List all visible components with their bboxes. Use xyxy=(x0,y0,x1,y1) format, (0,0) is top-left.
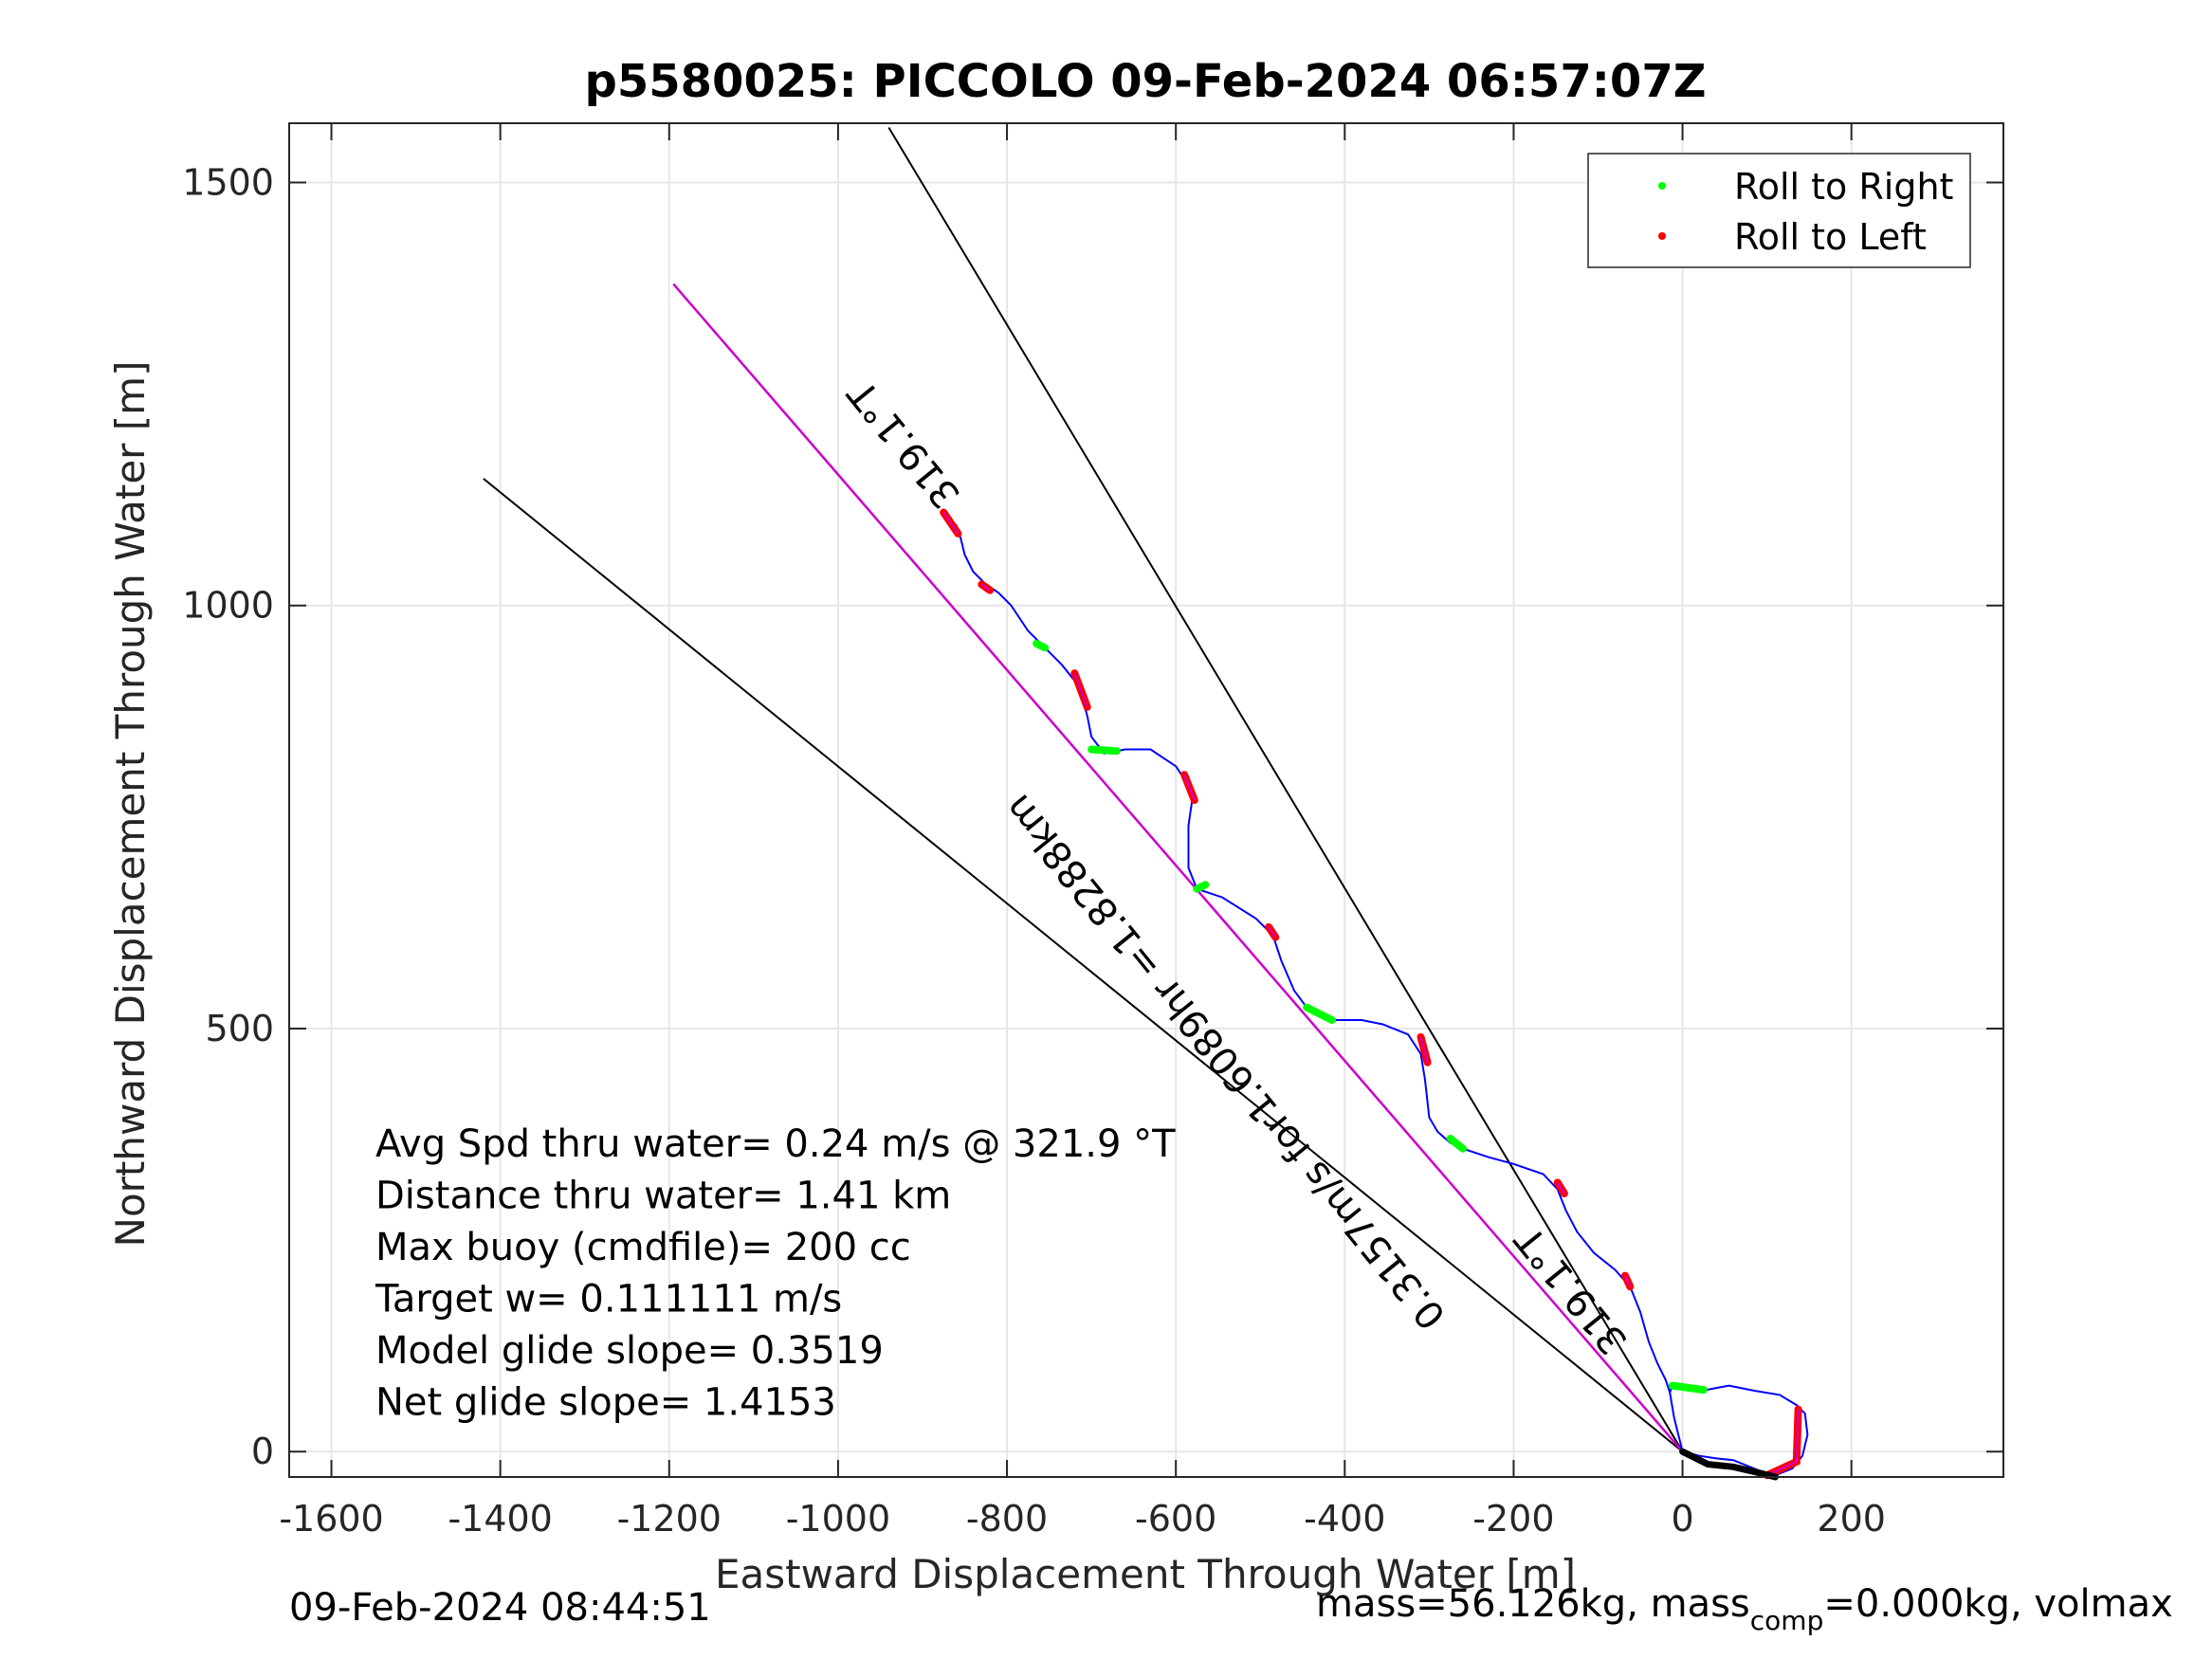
footer-mass-info: mass=56.126kg, masscomp=0.000kg, volmax xyxy=(1316,1582,2173,1636)
grid xyxy=(289,123,2003,1477)
heading-line xyxy=(887,126,1684,1452)
x-tick-label: -1000 xyxy=(786,1498,890,1540)
stats-line: Net glide slope= 1.4153 xyxy=(375,1381,836,1425)
roll-right-segment xyxy=(1303,1003,1336,1024)
legend-marker-roll-left xyxy=(1658,232,1666,240)
legend-marker-roll-right xyxy=(1658,182,1666,190)
roll-right-segment xyxy=(1033,639,1050,652)
axes-box xyxy=(288,122,2004,1478)
x-tick-label: -400 xyxy=(1304,1498,1385,1540)
roll-left-overlay xyxy=(1766,1409,1800,1477)
footer-mass-sub: comp xyxy=(1749,1605,1824,1636)
roll-right-segment xyxy=(1088,745,1121,756)
footer-timestamp: 09-Feb-2024 08:44:51 xyxy=(289,1586,711,1630)
roll-left-overlay xyxy=(1556,1181,1565,1194)
roll-left-overlay xyxy=(1624,1275,1632,1287)
roll-left-overlay xyxy=(1419,1036,1429,1063)
y-tick-label: 1500 xyxy=(182,161,274,203)
legend-box xyxy=(1587,153,1971,268)
roll-left-overlay xyxy=(1073,672,1088,708)
net-displacement-line xyxy=(672,283,1684,1453)
footer-mass-suffix: =0.000kg, volmax xyxy=(1823,1582,2173,1626)
y-axis-label: Northward Displacement Through Water [m] xyxy=(107,361,154,1248)
roll-right-segment xyxy=(1668,1381,1708,1395)
stats-line: Model glide slope= 0.3519 xyxy=(375,1329,884,1373)
stats-line: Distance thru water= 1.41 km xyxy=(375,1175,951,1218)
roll-right-segment xyxy=(1193,881,1210,893)
y-tick-label: 0 xyxy=(251,1431,274,1472)
x-tick-label: -1600 xyxy=(279,1498,383,1540)
stats-text: Avg Spd thru water= 0.24 m/s @ 321.9 °T D… xyxy=(375,1122,1176,1425)
chart-title: p5580025: PICCOLO 09-Feb-2024 06:57:07Z xyxy=(584,55,1706,108)
roll-left-overlay xyxy=(980,583,991,592)
roll-left-overlay xyxy=(942,511,960,535)
legend-label-roll-right: Roll to Right xyxy=(1734,166,1953,208)
x-tick-label: -600 xyxy=(1135,1498,1216,1540)
dive-path-line xyxy=(1679,1448,1779,1481)
roll-right-segment xyxy=(1446,1135,1467,1153)
x-tick-label: 200 xyxy=(1817,1498,1886,1540)
stats-line: Avg Spd thru water= 0.24 m/s @ 321.9 °T xyxy=(375,1122,1176,1166)
y-tick-label: 1000 xyxy=(182,585,274,627)
roll-left-overlay xyxy=(1268,926,1277,939)
stats-line: Target w= 0.111111 m/s xyxy=(375,1278,842,1322)
ticks: -1600 -1400 -1200 -1000 -800 -600 -400 -200 0 200… xyxy=(182,123,2003,1540)
x-tick-label: -800 xyxy=(966,1498,1048,1540)
y-tick-label: 500 xyxy=(205,1008,274,1049)
roll-left-overlay xyxy=(1183,774,1196,801)
heading-line xyxy=(483,478,1684,1453)
plot-lines xyxy=(483,126,1809,1481)
x-tick-label: -200 xyxy=(1472,1498,1554,1540)
x-tick-label: 0 xyxy=(1671,1498,1693,1540)
x-axis-label: Eastward Displacement Through Water [m] xyxy=(715,1551,1576,1597)
x-tick-label: -1400 xyxy=(448,1498,552,1540)
legend-label-roll-left: Roll to Left xyxy=(1734,216,1927,258)
footer-mass-prefix: mass=56.126kg, mass xyxy=(1316,1582,1750,1626)
stats-line: Max buoy (cmdfile)= 200 cc xyxy=(375,1226,911,1269)
x-tick-label: -1200 xyxy=(617,1498,722,1540)
legend: Roll to Right Roll to Left xyxy=(1587,153,1971,268)
